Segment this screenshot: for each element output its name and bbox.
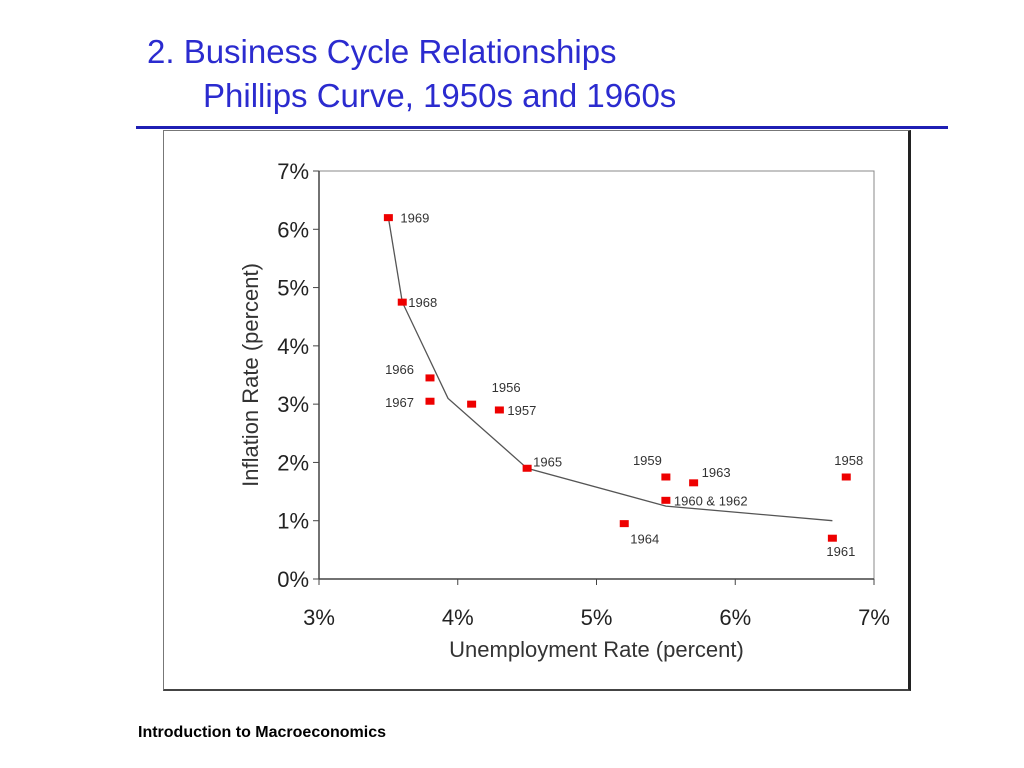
x-tick-label: 4% — [442, 605, 474, 630]
slide-title-line-1: 2. Business Cycle Relationships — [147, 33, 617, 70]
data-label: 1958 — [834, 453, 863, 468]
data-label: 1968 — [408, 295, 437, 310]
data-point-1956 — [467, 400, 477, 408]
data-point-1959 — [661, 473, 671, 481]
data-label: 1967 — [385, 395, 414, 410]
x-tick-label: 3% — [303, 605, 335, 630]
footer-text: Introduction to Macroeconomics — [138, 724, 387, 741]
data-point-1963 — [689, 479, 699, 487]
x-tick-label: 7% — [858, 605, 890, 630]
data-label: 1959 — [633, 453, 662, 468]
y-tick-label: 0% — [277, 567, 309, 592]
data-label: 1965 — [533, 454, 562, 469]
data-point-1966 — [425, 374, 435, 382]
data-label: 1964 — [630, 532, 659, 547]
data-label: 1956 — [492, 380, 521, 395]
y-tick-label: 7% — [277, 159, 309, 184]
data-label: 1963 — [702, 465, 731, 480]
y-tick-label: 5% — [277, 276, 309, 301]
data-point-1964 — [619, 520, 629, 528]
slide-title-line-2: Phillips Curve, 1950s and 1960s — [203, 77, 677, 114]
data-point-1960-1962 — [661, 496, 671, 504]
y-tick-label: 1% — [277, 509, 309, 534]
y-axis-title: Inflation Rate (percent) — [238, 263, 263, 487]
data-label: 1966 — [385, 362, 414, 377]
x-tick-label: 6% — [719, 605, 751, 630]
y-tick-label: 6% — [277, 217, 309, 242]
data-point-1958 — [841, 473, 851, 481]
data-label: 1961 — [826, 544, 855, 559]
y-tick-label: 4% — [277, 334, 309, 359]
y-tick-label: 2% — [277, 450, 309, 475]
slide-title: 2. Business Cycle Relationships Phillips… — [147, 30, 676, 118]
data-label: 1957 — [507, 403, 536, 418]
x-axis-title: Unemployment Rate (percent) — [449, 637, 744, 662]
x-tick-label: 5% — [581, 605, 613, 630]
data-point-1961 — [827, 534, 837, 542]
data-label: 1969 — [400, 211, 429, 226]
data-point-1968 — [397, 298, 407, 306]
data-point-1965 — [522, 464, 532, 472]
phillips-curve-chart: 0% 1% 2% 3% 4% 5% 6% 7% 3% 4% 5% 6% 7% Unemployment R… — [238, 159, 890, 662]
data-point-1957 — [494, 406, 504, 414]
data-point-1969 — [383, 214, 393, 222]
y-tick-label: 3% — [277, 392, 309, 417]
data-point-1967 — [425, 397, 435, 405]
data-label: 1960 & 1962 — [674, 493, 748, 508]
phillips-curve-line — [387, 217, 833, 522]
chart-frame: 0% 1% 2% 3% 4% 5% 6% 7% 3% 4% 5% 6% 7% Unemployment R… — [163, 130, 911, 691]
title-underline — [136, 126, 948, 129]
